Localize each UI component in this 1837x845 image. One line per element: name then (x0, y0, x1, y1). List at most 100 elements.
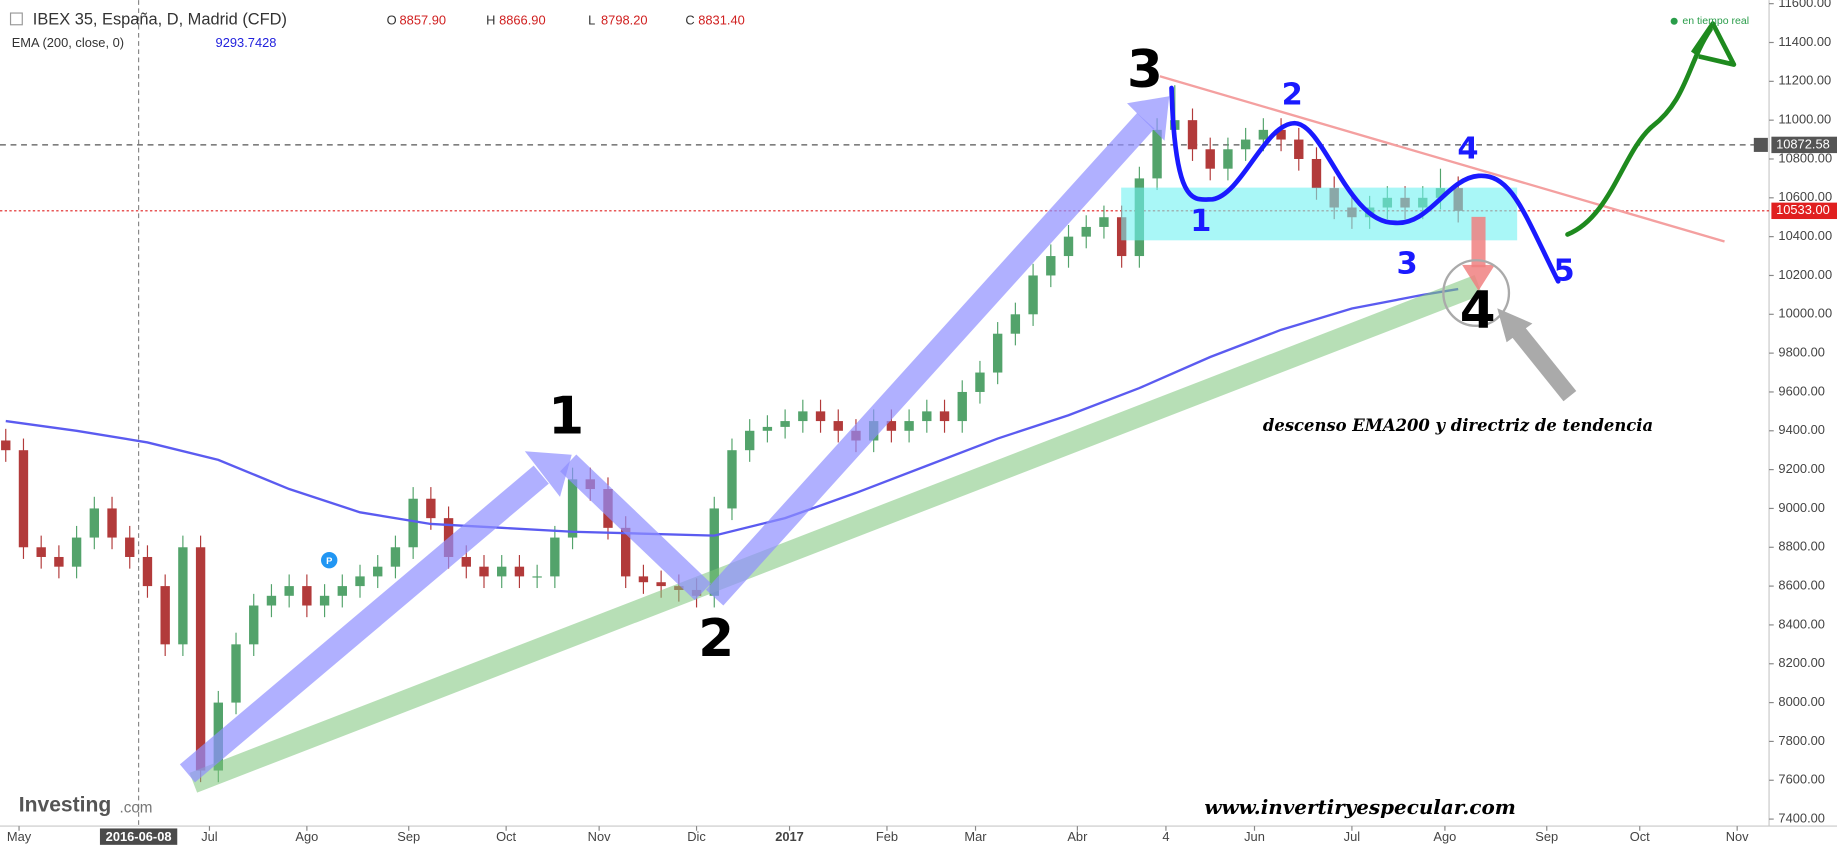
ohlc-label: O (387, 13, 397, 28)
trend-line (1159, 75, 1725, 243)
candle-body (815, 411, 826, 422)
candle-body (1240, 139, 1251, 150)
ohlc-value: 8831.40 (698, 13, 745, 28)
candle-body (479, 566, 489, 577)
y-tick-label: 9800.00 (1778, 345, 1825, 360)
candle-body (1010, 314, 1021, 334)
chart-title: IBEX 35, España, D, Madrid (CFD) (33, 10, 287, 28)
x-tick-label: Ago (295, 829, 318, 844)
candle-body (142, 556, 153, 587)
candle-body (780, 421, 790, 427)
x-tick-label: 4 (1162, 829, 1169, 844)
candle-body (939, 411, 950, 422)
header-icon (9, 12, 23, 26)
x-tick-label: May (7, 829, 32, 844)
ema-line (5, 287, 1459, 537)
y-tick-label: 11600.00 (1778, 0, 1831, 10)
annotation: descenso EMA200 y directriz de tendencia (1263, 416, 1653, 435)
indicator-value: 9293.7428 (216, 35, 277, 50)
hand-label: 4 (1457, 132, 1478, 167)
candle-body (125, 537, 135, 557)
candle-body (89, 508, 100, 538)
y-tick-label: 8200.00 (1778, 655, 1825, 670)
x-tick-label: Jul (201, 829, 217, 844)
ohlc-label: H (486, 13, 495, 28)
candle-body (1311, 158, 1322, 189)
hand-label: 5 (1553, 253, 1574, 288)
candle-body (1258, 129, 1269, 140)
ohlc-value: 8866.90 (499, 13, 546, 28)
hand-label: 2 (698, 609, 734, 669)
candle-body (957, 391, 967, 422)
candle-body (195, 547, 206, 771)
candle-body (249, 605, 259, 645)
status: en tiempo real (1682, 15, 1749, 27)
green-arrow (1565, 27, 1713, 237)
candle-body (1, 440, 11, 451)
y-tick-label: 9000.00 (1778, 500, 1825, 515)
candle-body (745, 430, 755, 451)
y-tick-label: 9200.00 (1778, 461, 1825, 476)
y-tick-label: 10600.00 (1778, 189, 1832, 204)
x-tick-label: Mar (964, 829, 987, 844)
candle-body (1028, 275, 1038, 315)
event-icon (321, 551, 338, 569)
range-box (1121, 187, 1518, 241)
candle-body (1063, 236, 1074, 257)
y-tick-label: 11200.00 (1778, 73, 1831, 88)
drawings: P (179, 21, 1737, 793)
price-tag-box (1771, 136, 1837, 154)
logo-suffix: .com (119, 800, 152, 817)
indicator-label: EMA (200, close, 0) (12, 35, 124, 50)
candle-body (1099, 217, 1109, 227)
candle-body (408, 498, 418, 548)
candle-body (54, 556, 64, 567)
candle-body (1205, 149, 1215, 169)
purple-arrows (179, 112, 1155, 783)
crosshair-label: 2016-06-08 (106, 829, 172, 844)
hand-label: 1 (548, 387, 584, 447)
x-tick-label: Sep (397, 829, 420, 844)
y-tick-label: 11400.00 (1778, 34, 1831, 49)
candle-body (18, 450, 29, 548)
arrow (560, 454, 712, 601)
watermark: www.invertiryespecular.com (1204, 795, 1515, 819)
candle-body (621, 527, 631, 577)
x-tick-label: Feb (876, 829, 898, 844)
candle-body (107, 508, 117, 538)
candle-body (567, 479, 578, 538)
candle-body (373, 566, 383, 577)
arrow-head (1127, 96, 1170, 141)
y-tick-label: 8800.00 (1778, 539, 1825, 554)
candle-body (709, 508, 719, 596)
price-tag-plus (1753, 137, 1768, 152)
y-tick-label: 7600.00 (1778, 772, 1825, 787)
candle-body (284, 586, 294, 596)
x-tick-label: Oct (1630, 829, 1650, 844)
ohlc-value: 8857.90 (400, 13, 447, 28)
event-icon-label: P (326, 556, 332, 566)
candle-body (497, 566, 507, 577)
candle-body (426, 498, 436, 519)
price-tag-box (1771, 202, 1837, 220)
x-tick-label: Ago (1433, 829, 1456, 844)
price-tag: 10872.58 (1776, 136, 1830, 151)
y-tick-label: 11000.00 (1778, 112, 1831, 127)
x-tick-label: Oct (496, 829, 516, 844)
candle-body (886, 421, 897, 431)
y-tick-label: 10800.00 (1778, 150, 1832, 165)
x-tick-label: Sep (1535, 829, 1558, 844)
x-tick-label: Jul (1344, 829, 1360, 844)
candle-body (355, 576, 365, 587)
arrow-head (1690, 21, 1737, 67)
candle-body (1152, 129, 1162, 179)
hand-label: 3 (1127, 40, 1163, 100)
candle-body (319, 595, 330, 606)
hand-label: 4 (1460, 281, 1496, 341)
candle-body (160, 586, 170, 645)
candle-body (337, 586, 347, 596)
price-tag: 10533.00 (1776, 202, 1830, 217)
